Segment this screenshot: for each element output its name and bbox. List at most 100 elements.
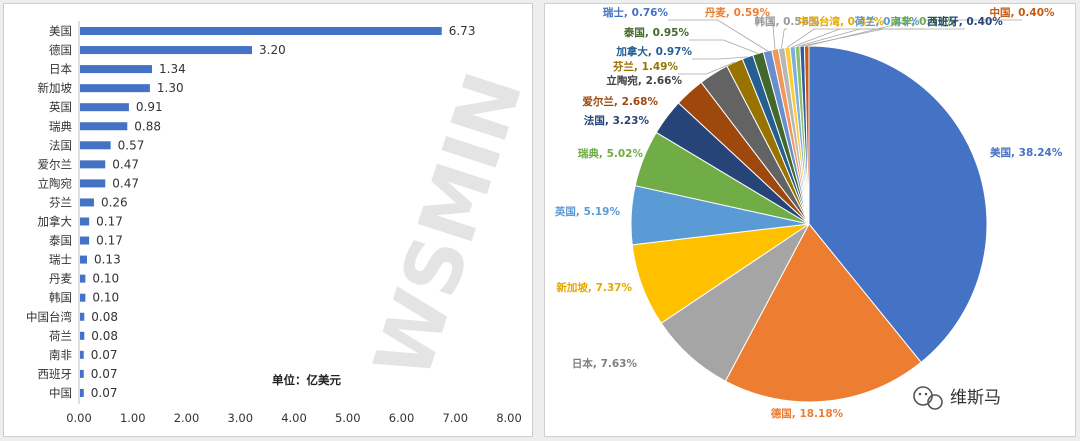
bar-value-label: 0.57: [118, 138, 145, 152]
y-tick-label: 爱尔兰: [38, 157, 73, 171]
bar: [80, 293, 86, 302]
y-tick-label: 美国: [49, 24, 72, 38]
bar-value-label: 6.73: [449, 24, 476, 38]
x-tick-label: 1.00: [120, 411, 146, 425]
x-tick-label: 2.00: [174, 411, 200, 425]
bar-value-label: 0.17: [96, 215, 123, 229]
y-tick-label: 韩国: [49, 291, 72, 305]
bar: [80, 331, 85, 340]
bar: [80, 179, 106, 188]
bar: [80, 122, 128, 131]
pie-slice-label: 德国, 18.18%: [770, 407, 844, 420]
pie-slice-label: 瑞士, 0.76%: [603, 6, 669, 19]
watermark: WSMIN: [358, 63, 532, 390]
pie-leader-lines: [668, 19, 1022, 75]
bar-value-label: 0.13: [94, 253, 121, 267]
bar: [80, 84, 150, 93]
bar: [80, 46, 252, 55]
y-tick-label: 中国台湾: [26, 310, 72, 324]
y-tick-label: 南非: [49, 348, 72, 362]
y-tick-label: 芬兰: [49, 195, 72, 209]
x-tick-label: 7.00: [442, 411, 468, 425]
leader-line: [781, 28, 787, 49]
pie-slice-label: 芬兰, 1.49%: [612, 60, 679, 73]
pie-chart-panel: 美国, 38.24% 德国, 18.18% 日本, 7.63% 新加坡, 7.37% 英…: [544, 3, 1076, 437]
pie-chart: 美国, 38.24% 德国, 18.18% 日本, 7.63% 新加坡, 7.37% 英…: [554, 6, 1063, 420]
leader-line: [668, 19, 768, 52]
bar: [80, 198, 94, 207]
pie-slices: [630, 45, 988, 403]
bar-value-label: 0.17: [96, 234, 123, 248]
y-tick-label: 瑞士: [49, 253, 72, 267]
pie-slice-label: 中国台湾, 0.47%: [798, 15, 885, 28]
bar-value-label: 0.47: [112, 176, 139, 190]
bar-value-label: 1.34: [159, 62, 186, 76]
y-tick-label: 中国: [49, 386, 72, 400]
bar: [80, 312, 85, 321]
y-tick-label: 德国: [49, 43, 72, 57]
bar-value-label: 0.91: [136, 100, 163, 114]
x-tick-label: 0.00: [66, 411, 92, 425]
y-tick-label: 新加坡: [38, 81, 73, 95]
x-tick-label: 8.00: [496, 411, 522, 425]
bar-value-label: 0.07: [91, 386, 118, 400]
bar: [80, 369, 84, 378]
bar-value-label: 0.08: [91, 310, 118, 324]
bar-chart-panel: WSMIN 美国 6.73 德国 3.20 日本 1.34 新加坡 1.30 英国 0.91 瑞典 0.…: [3, 3, 533, 437]
pie-slice-label: 南非, 0.41%: [890, 15, 956, 28]
pie-slice-label: 韩国, 0.56%: [754, 15, 820, 28]
brand-name: 维斯马: [950, 388, 1001, 408]
bar-chart: WSMIN 美国 6.73 德国 3.20 日本 1.34 新加坡 1.30 英国 0.91 瑞典 0.…: [26, 21, 532, 425]
bar: [80, 350, 84, 359]
y-tick-label: 日本: [49, 62, 72, 76]
pie-slice: [808, 45, 988, 363]
bar-value-label: 0.26: [101, 195, 128, 209]
bar: [80, 388, 84, 397]
x-tick-label: 6.00: [389, 411, 415, 425]
leader-line: [770, 19, 776, 50]
bar: [80, 65, 153, 74]
pie-slice-label: 立陶宛, 2.66%: [606, 74, 682, 87]
bar-value-label: 0.10: [92, 272, 119, 286]
pie-slice-label: 泰国, 0.95%: [623, 26, 690, 39]
bar: [80, 274, 86, 283]
pie-slice-label: 新加坡, 7.37%: [556, 281, 632, 294]
leader-line: [802, 28, 965, 47]
pie-slice-label: 美国, 38.24%: [990, 146, 1063, 159]
leader-line: [678, 61, 735, 75]
y-tick-label: 泰国: [49, 234, 72, 248]
pie-slice-label: 中国, 0.40%: [989, 6, 1055, 19]
y-tick-label: 加拿大: [38, 215, 73, 229]
bar-value-label: 0.07: [91, 348, 118, 362]
leader-line: [689, 39, 759, 54]
x-tick-label: 3.00: [227, 411, 253, 425]
wechat-icon: [913, 386, 943, 410]
x-tick-label: 5.00: [335, 411, 361, 425]
pie-slice-label: 瑞典, 5.02%: [578, 147, 644, 160]
pie-slice: [724, 223, 922, 403]
bar: [80, 217, 90, 226]
bar: [80, 255, 87, 264]
pie-slice-label: 法国, 3.23%: [584, 114, 650, 127]
pie-slice-label: 英国, 5.19%: [554, 205, 621, 218]
pie-labels: 美国, 38.24% 德国, 18.18% 日本, 7.63% 新加坡, 7.37% 英…: [554, 6, 1063, 420]
leader-line: [787, 28, 841, 48]
pie-slice-label: 日本, 7.63%: [572, 357, 638, 370]
unit-annotation: 单位：亿美元: [272, 373, 341, 387]
y-tick-label: 法国: [49, 138, 72, 152]
y-tick-label: 丹麦: [49, 272, 72, 286]
bar-value-label: 3.20: [259, 43, 286, 57]
bar-value-label: 0.88: [134, 119, 161, 133]
x-tick-label: 4.00: [281, 411, 307, 425]
leader-line: [806, 19, 1022, 47]
footer-brand: 维斯马: [913, 386, 1001, 410]
leader-line: [692, 56, 748, 60]
pie-slice-label: 加拿大, 0.97%: [615, 45, 692, 58]
y-tick-label: 荷兰: [49, 329, 72, 343]
bar-value-label: 0.10: [92, 291, 119, 305]
pie-slice-label: 爱尔兰, 2.68%: [582, 95, 658, 108]
pie-slice-label: 荷兰, 0.45%: [853, 15, 920, 28]
bar-value-label: 0.07: [91, 367, 118, 381]
y-tick-label: 西班牙: [38, 367, 73, 381]
pie-slice-label: 西班牙, 0.40%: [927, 15, 1003, 28]
